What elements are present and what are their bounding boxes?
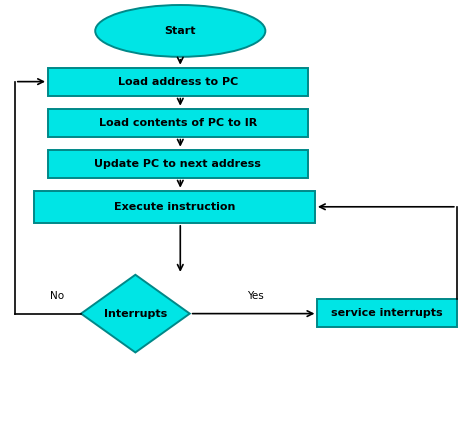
FancyBboxPatch shape bbox=[48, 149, 308, 178]
Text: Load address to PC: Load address to PC bbox=[118, 77, 238, 87]
Text: Yes: Yes bbox=[247, 291, 264, 301]
Ellipse shape bbox=[95, 5, 265, 57]
FancyBboxPatch shape bbox=[34, 191, 315, 223]
Text: No: No bbox=[50, 291, 64, 301]
Text: Update PC to next address: Update PC to next address bbox=[94, 158, 261, 168]
Text: service interrupts: service interrupts bbox=[331, 307, 443, 317]
Polygon shape bbox=[81, 275, 190, 352]
FancyBboxPatch shape bbox=[318, 298, 457, 326]
FancyBboxPatch shape bbox=[48, 109, 308, 137]
FancyBboxPatch shape bbox=[48, 68, 308, 96]
Text: Execute instruction: Execute instruction bbox=[114, 202, 235, 212]
Text: Start: Start bbox=[164, 26, 196, 36]
Text: Interrupts: Interrupts bbox=[104, 309, 167, 319]
Text: Load contents of PC to IR: Load contents of PC to IR bbox=[99, 118, 257, 128]
